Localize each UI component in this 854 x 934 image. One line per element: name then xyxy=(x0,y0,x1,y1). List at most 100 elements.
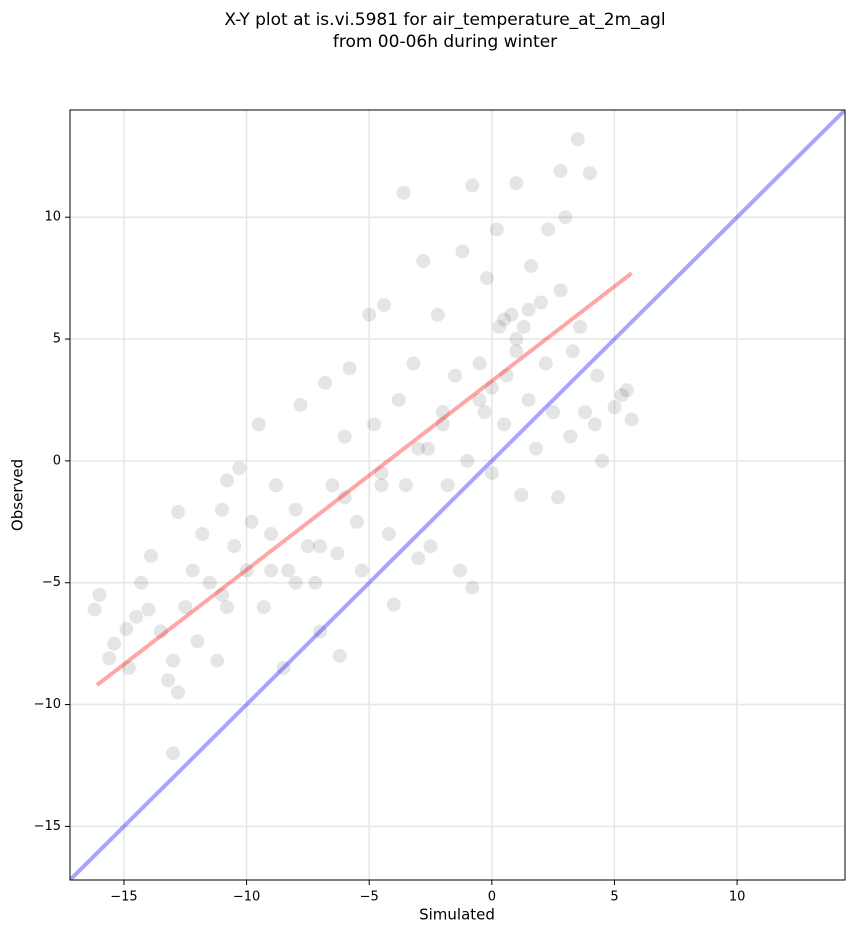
point xyxy=(202,575,217,590)
point xyxy=(435,405,450,420)
point xyxy=(492,319,507,334)
point xyxy=(484,380,499,395)
point xyxy=(367,417,382,432)
point xyxy=(354,563,369,578)
point xyxy=(460,453,475,468)
x-tick-label: 5 xyxy=(610,890,618,905)
y-tick-label: 10 xyxy=(44,210,61,225)
point xyxy=(129,609,144,624)
point xyxy=(479,271,494,286)
point xyxy=(465,178,480,193)
point xyxy=(563,429,578,444)
point xyxy=(330,546,345,561)
x-tick-label: 10 xyxy=(729,890,746,905)
point xyxy=(239,563,254,578)
point xyxy=(227,539,242,554)
point xyxy=(170,505,185,520)
point xyxy=(244,514,259,529)
x-axis-label: Simulated xyxy=(419,906,495,924)
point xyxy=(293,397,308,412)
point xyxy=(528,441,543,456)
point xyxy=(521,302,536,317)
point xyxy=(134,575,149,590)
plot-frame xyxy=(69,109,846,881)
point xyxy=(516,319,531,334)
point xyxy=(215,587,230,602)
point xyxy=(440,478,455,493)
point xyxy=(553,163,568,178)
point xyxy=(166,653,181,668)
point xyxy=(570,132,585,147)
point xyxy=(406,356,421,371)
point xyxy=(619,383,634,398)
point xyxy=(614,388,629,403)
point xyxy=(538,356,553,371)
point xyxy=(514,488,529,502)
point xyxy=(264,563,279,578)
point xyxy=(269,478,284,493)
point xyxy=(92,587,107,602)
point xyxy=(342,361,357,376)
y-tick-label: −5 xyxy=(42,575,61,590)
point xyxy=(141,602,156,617)
y-tick-label: −10 xyxy=(34,697,61,712)
point xyxy=(264,526,279,541)
point xyxy=(195,526,210,541)
x-tick-label: −15 xyxy=(110,890,137,905)
point xyxy=(398,478,413,493)
fit-line xyxy=(70,110,845,880)
fit-line xyxy=(95,271,633,687)
point xyxy=(362,307,377,322)
point xyxy=(288,575,303,590)
point xyxy=(391,392,406,407)
point xyxy=(349,514,364,529)
point xyxy=(288,502,303,517)
point xyxy=(87,602,102,617)
point xyxy=(465,580,480,595)
point xyxy=(504,307,519,322)
point xyxy=(332,648,347,663)
point xyxy=(251,417,266,432)
point xyxy=(484,466,499,481)
point xyxy=(121,661,136,676)
point xyxy=(582,166,597,181)
point xyxy=(256,600,271,615)
point xyxy=(411,551,426,566)
point xyxy=(448,368,463,383)
point xyxy=(166,746,181,761)
point xyxy=(551,490,566,505)
point xyxy=(337,429,352,444)
y-axis-label: Observed xyxy=(9,459,27,531)
point xyxy=(546,405,561,420)
x-tick-label: −5 xyxy=(360,890,379,905)
point xyxy=(119,622,134,637)
point xyxy=(533,295,548,310)
point xyxy=(590,368,605,383)
point xyxy=(337,490,352,505)
point xyxy=(455,244,470,259)
point xyxy=(430,307,445,322)
point xyxy=(232,461,247,476)
point xyxy=(281,563,296,578)
x-tick-label: 0 xyxy=(488,890,496,905)
point xyxy=(381,526,396,541)
point xyxy=(509,344,524,359)
point xyxy=(276,661,291,676)
point xyxy=(374,478,389,493)
point xyxy=(524,258,539,273)
point xyxy=(423,539,438,554)
point xyxy=(325,478,340,493)
point xyxy=(219,600,234,615)
point xyxy=(497,312,512,327)
point xyxy=(509,332,524,347)
chart-title: X-Y plot at is.vi.5981 for air_temperatu… xyxy=(224,10,665,30)
point xyxy=(153,624,168,639)
point xyxy=(161,673,176,688)
point xyxy=(509,176,524,191)
point xyxy=(313,624,328,639)
y-tick-label: −15 xyxy=(34,819,61,834)
point xyxy=(489,222,504,237)
point xyxy=(374,466,389,481)
point xyxy=(565,344,580,359)
